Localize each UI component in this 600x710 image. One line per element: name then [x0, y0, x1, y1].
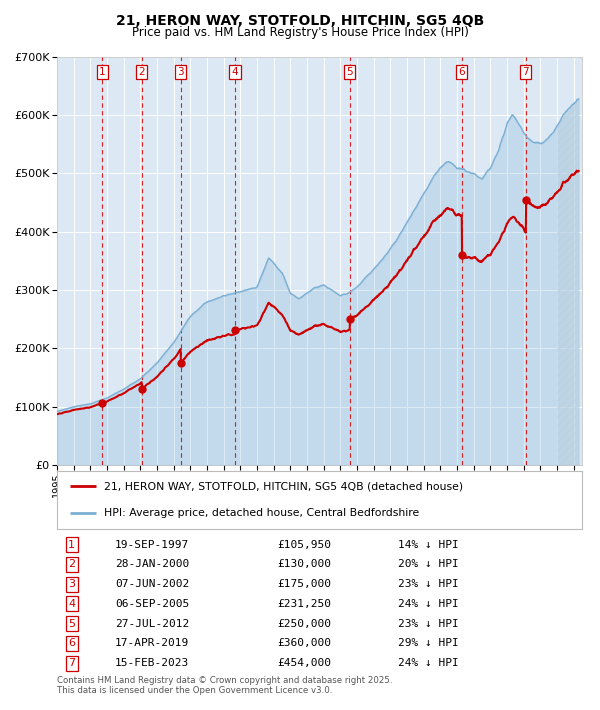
Text: £250,000: £250,000: [277, 618, 331, 628]
Text: 14% ↓ HPI: 14% ↓ HPI: [398, 540, 459, 550]
Text: 24% ↓ HPI: 24% ↓ HPI: [398, 599, 459, 609]
Text: £360,000: £360,000: [277, 638, 331, 648]
Text: £231,250: £231,250: [277, 599, 331, 609]
Text: £105,950: £105,950: [277, 540, 331, 550]
Text: 6: 6: [458, 67, 465, 77]
Text: 7: 7: [523, 67, 529, 77]
Text: 20% ↓ HPI: 20% ↓ HPI: [398, 559, 459, 569]
Text: 2: 2: [139, 67, 145, 77]
Text: 2: 2: [68, 559, 75, 569]
Text: £130,000: £130,000: [277, 559, 331, 569]
Text: 23% ↓ HPI: 23% ↓ HPI: [398, 618, 459, 628]
Text: 1: 1: [99, 67, 106, 77]
Text: 21, HERON WAY, STOTFOLD, HITCHIN, SG5 4QB: 21, HERON WAY, STOTFOLD, HITCHIN, SG5 4Q…: [116, 14, 484, 28]
Text: Price paid vs. HM Land Registry's House Price Index (HPI): Price paid vs. HM Land Registry's House …: [131, 26, 469, 39]
Text: HPI: Average price, detached house, Central Bedfordshire: HPI: Average price, detached house, Cent…: [104, 508, 419, 518]
Text: 1: 1: [68, 540, 75, 550]
Text: 24% ↓ HPI: 24% ↓ HPI: [398, 658, 459, 668]
Text: 23% ↓ HPI: 23% ↓ HPI: [398, 579, 459, 589]
Text: 27-JUL-2012: 27-JUL-2012: [115, 618, 189, 628]
Text: 7: 7: [68, 658, 75, 668]
Text: 17-APR-2019: 17-APR-2019: [115, 638, 189, 648]
Text: 4: 4: [232, 67, 238, 77]
Text: 5: 5: [68, 618, 75, 628]
Text: 5: 5: [347, 67, 353, 77]
Text: 28-JAN-2000: 28-JAN-2000: [115, 559, 189, 569]
Text: 3: 3: [178, 67, 184, 77]
Text: 21, HERON WAY, STOTFOLD, HITCHIN, SG5 4QB (detached house): 21, HERON WAY, STOTFOLD, HITCHIN, SG5 4Q…: [104, 481, 463, 491]
Text: 6: 6: [68, 638, 75, 648]
Text: £175,000: £175,000: [277, 579, 331, 589]
Text: £454,000: £454,000: [277, 658, 331, 668]
Text: 06-SEP-2005: 06-SEP-2005: [115, 599, 189, 609]
Text: 3: 3: [68, 579, 75, 589]
Text: 15-FEB-2023: 15-FEB-2023: [115, 658, 189, 668]
Text: 07-JUN-2002: 07-JUN-2002: [115, 579, 189, 589]
Text: 29% ↓ HPI: 29% ↓ HPI: [398, 638, 459, 648]
Text: Contains HM Land Registry data © Crown copyright and database right 2025.
This d: Contains HM Land Registry data © Crown c…: [57, 676, 392, 695]
Text: 19-SEP-1997: 19-SEP-1997: [115, 540, 189, 550]
Text: 4: 4: [68, 599, 75, 609]
